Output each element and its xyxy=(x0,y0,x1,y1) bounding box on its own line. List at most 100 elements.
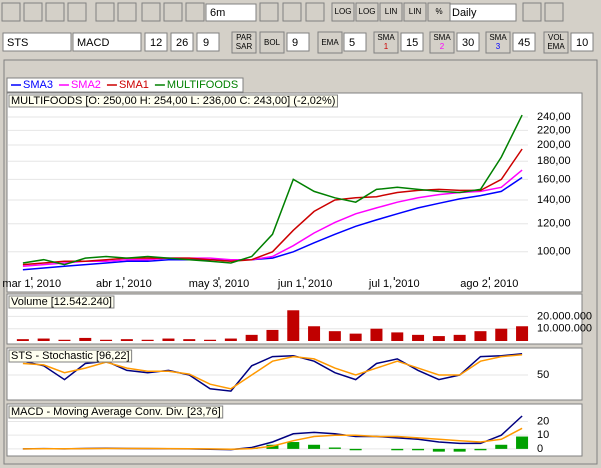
bar xyxy=(432,448,445,452)
y-tick-label: 20 xyxy=(537,415,549,427)
legend xyxy=(6,77,244,93)
y-tick-label: 50 xyxy=(537,369,549,381)
input[interactable] xyxy=(196,32,220,52)
indicator-1: STS xyxy=(7,37,28,49)
bar xyxy=(58,339,71,341)
button[interactable] xyxy=(259,31,285,54)
y-tick-label: 0 xyxy=(537,443,543,455)
input[interactable] xyxy=(400,32,424,52)
input[interactable] xyxy=(170,32,194,52)
button[interactable] xyxy=(543,31,569,54)
bar xyxy=(141,339,154,341)
sma-param: 45 xyxy=(518,37,530,49)
macd-param: 12 xyxy=(150,37,162,49)
input[interactable] xyxy=(456,32,480,52)
bar xyxy=(120,339,133,341)
line xyxy=(22,148,523,266)
panel-title: MACD - Moving Average Conv. Div. [23,76] xyxy=(11,406,221,418)
period-select[interactable] xyxy=(205,3,257,22)
panel-title-box xyxy=(8,94,338,108)
button[interactable] xyxy=(373,31,399,54)
y-tick-label: 10 xyxy=(537,429,549,441)
button-label: 3 xyxy=(496,42,501,51)
y-tick-label: 10.000.000 xyxy=(537,323,592,335)
indicator-select[interactable] xyxy=(72,32,142,52)
y-tick-label: 200,00 xyxy=(537,139,571,151)
y-tick-label: 180,00 xyxy=(537,155,571,167)
bar xyxy=(16,339,29,341)
period: 6m xyxy=(210,7,225,19)
line xyxy=(22,114,523,266)
x-tick-label: mar 1, 2010 xyxy=(2,278,61,290)
vol-ema-param: 10 xyxy=(576,37,588,49)
bar xyxy=(287,442,300,449)
bar xyxy=(516,436,529,449)
bar xyxy=(349,333,362,341)
button[interactable] xyxy=(231,31,257,54)
button[interactable] xyxy=(485,31,511,54)
bar xyxy=(183,339,196,341)
button[interactable] xyxy=(331,2,355,22)
y-tick-label: 140,00 xyxy=(537,194,571,206)
button-label: SMA xyxy=(377,33,395,42)
button[interactable] xyxy=(427,2,451,22)
x-tick-label: may 3, 2010 xyxy=(189,278,250,290)
button-label: SMA xyxy=(489,33,507,42)
panel xyxy=(6,92,583,293)
button-label: LOG xyxy=(359,7,376,16)
y-tick-label: 100,00 xyxy=(537,246,571,258)
panel-title: MULTIFOODS [O: 250,00 H: 254,00 L: 236,0… xyxy=(11,95,335,107)
interval: Daily xyxy=(452,7,477,19)
button[interactable] xyxy=(317,31,343,54)
bar xyxy=(162,338,175,341)
bar xyxy=(266,329,279,341)
button[interactable] xyxy=(355,2,379,22)
line xyxy=(22,427,523,450)
button-label: BOL xyxy=(264,38,281,47)
toolbar-icons[interactable] xyxy=(1,2,564,22)
button[interactable] xyxy=(379,2,403,22)
bar xyxy=(474,448,487,451)
input[interactable] xyxy=(512,32,536,52)
bol-param: 9 xyxy=(292,37,298,49)
bar xyxy=(474,331,487,341)
x-tick-label: jul 1, 2010 xyxy=(368,278,420,290)
x-tick-label: jun 1, 2010 xyxy=(277,278,332,290)
bar xyxy=(37,338,50,341)
x-tick-label: abr 1, 2010 xyxy=(96,278,152,290)
line xyxy=(22,176,523,271)
button-label: LIN xyxy=(385,7,398,16)
bar xyxy=(308,326,321,341)
y-tick-label: 240,00 xyxy=(537,111,571,123)
x-tick-label: ago 2, 2010 xyxy=(460,278,518,290)
button-label: 2 xyxy=(440,42,445,51)
input[interactable] xyxy=(343,32,367,52)
legend-label: SMA3 xyxy=(23,79,53,91)
bar xyxy=(370,328,383,341)
button[interactable] xyxy=(429,31,455,54)
button-label: LIN xyxy=(409,7,422,16)
input[interactable] xyxy=(144,32,168,52)
legend-label: MULTIFOODS xyxy=(167,79,238,91)
indicator-2: MACD xyxy=(77,37,109,49)
bar xyxy=(100,339,113,341)
sma-param: 15 xyxy=(406,37,418,49)
bar xyxy=(245,334,258,341)
button[interactable] xyxy=(403,2,427,22)
bar xyxy=(453,448,466,452)
bar xyxy=(391,332,404,341)
legend-label: SMA1 xyxy=(119,79,149,91)
y-tick-label: 220,00 xyxy=(537,124,571,136)
bar xyxy=(224,338,237,341)
bar xyxy=(432,336,445,341)
panel-title-box xyxy=(8,405,224,419)
input[interactable] xyxy=(570,32,594,52)
bar xyxy=(204,339,217,341)
bar xyxy=(391,448,404,451)
bar xyxy=(495,328,508,341)
button-label: LOG xyxy=(335,7,352,16)
indicator-select[interactable] xyxy=(2,32,72,52)
y-tick-label: 120,00 xyxy=(537,218,571,230)
bar xyxy=(453,334,466,341)
input[interactable] xyxy=(286,32,310,52)
